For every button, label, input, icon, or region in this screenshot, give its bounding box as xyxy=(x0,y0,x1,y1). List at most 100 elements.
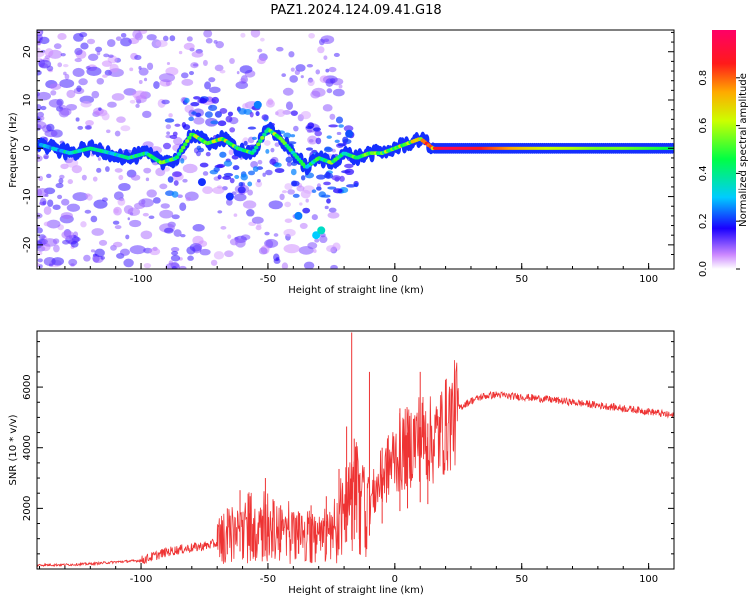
noise-blob xyxy=(108,54,114,58)
noise-blob xyxy=(75,117,80,122)
noise-blob xyxy=(52,204,61,210)
noise-blob xyxy=(188,70,195,76)
noise-blob xyxy=(37,30,42,35)
noise-blob xyxy=(167,176,174,183)
noise-blob xyxy=(168,113,173,118)
noise-blob xyxy=(293,125,299,132)
noise-blob xyxy=(140,230,153,240)
snr-x-label: Height of straight line (km) xyxy=(288,585,424,596)
noise-blob xyxy=(325,78,334,87)
noise-blob xyxy=(186,36,193,42)
noise-blob xyxy=(256,57,266,65)
noise-blob xyxy=(191,111,197,115)
noise-blob xyxy=(296,185,305,192)
noise-blob xyxy=(72,192,89,202)
noise-blob xyxy=(263,140,271,146)
noise-blob xyxy=(240,75,248,84)
noise-blob xyxy=(57,194,63,200)
noise-blob xyxy=(146,189,157,198)
y-tick-label: 10 xyxy=(22,94,33,107)
noise-blob xyxy=(264,231,270,236)
noise-blob xyxy=(184,97,190,104)
noise-blob xyxy=(290,168,297,176)
noise-blob xyxy=(130,174,141,181)
ridge-core xyxy=(256,142,261,147)
noise-blob xyxy=(70,240,79,248)
noise-blob xyxy=(78,78,88,86)
noise-blob xyxy=(299,202,303,206)
noise-blob xyxy=(173,180,179,186)
noise-blob xyxy=(74,58,82,63)
noise-blob xyxy=(92,176,98,182)
noise-blob xyxy=(171,265,177,269)
noise-blob xyxy=(188,116,194,122)
noise-blob xyxy=(80,101,92,108)
noise-blob xyxy=(324,146,332,151)
noise-blob xyxy=(233,213,238,217)
noise-blob xyxy=(123,205,134,214)
noise-blob xyxy=(193,96,201,100)
snr-plot-area xyxy=(37,332,674,568)
colorbar-tick-label: 0.2 xyxy=(698,213,709,229)
noise-blob xyxy=(274,142,280,147)
noise-blob xyxy=(129,99,136,104)
noise-blob xyxy=(72,67,85,77)
noise-blob xyxy=(142,110,152,119)
noise-blob xyxy=(290,134,296,138)
noise-blob xyxy=(60,53,66,57)
y-tick-label: 20 xyxy=(22,45,33,58)
noise-blob xyxy=(314,130,323,137)
noise-blob xyxy=(332,188,343,194)
ridge-core xyxy=(180,145,186,150)
noise-blob xyxy=(302,185,315,194)
noise-blob xyxy=(84,125,92,130)
spectrogram-frame xyxy=(36,29,675,270)
noise-blob xyxy=(159,183,168,190)
noise-blob xyxy=(234,174,240,179)
noise-blob xyxy=(300,175,306,181)
noise-blob xyxy=(305,147,314,151)
noise-blob xyxy=(37,91,51,101)
noise-blob xyxy=(39,197,47,206)
spectrogram-x-label: Height of straight line (km) xyxy=(288,285,424,296)
noise-blob xyxy=(74,47,83,56)
noise-blob xyxy=(326,135,332,139)
noise-blob xyxy=(223,172,234,177)
noise-blob xyxy=(173,229,182,237)
noise-blob xyxy=(284,183,293,191)
noise-blob xyxy=(129,245,146,255)
noise-blob xyxy=(146,34,157,41)
noise-blob xyxy=(183,42,195,51)
noise-blob xyxy=(240,173,248,181)
noise-blob xyxy=(258,247,268,255)
noise-blob xyxy=(273,233,279,237)
noise-blob xyxy=(43,221,51,227)
noise-blob xyxy=(217,120,227,127)
x-tick-label: 100 xyxy=(639,274,658,285)
noise-blob xyxy=(187,255,194,261)
noise-blob xyxy=(114,168,123,173)
noise-blob xyxy=(322,104,333,112)
noise-blob xyxy=(338,84,343,89)
noise-blob xyxy=(182,124,191,130)
noise-blob xyxy=(111,93,125,101)
noise-blob xyxy=(90,215,98,223)
noise-blob xyxy=(60,163,69,170)
noise-blob xyxy=(265,149,270,154)
noise-blob xyxy=(113,208,119,214)
noise-blob xyxy=(118,183,131,191)
noise-blob xyxy=(217,210,223,214)
noise-blob xyxy=(242,103,249,110)
noise-blob xyxy=(264,238,279,248)
noise-blob xyxy=(46,219,61,229)
noise-blob xyxy=(106,39,116,47)
noise-blob xyxy=(61,230,74,240)
noise-blob xyxy=(208,104,218,111)
x-tick-label: 50 xyxy=(515,274,528,285)
noise-blob xyxy=(180,157,185,164)
noise-blob xyxy=(190,62,199,69)
feature-blob xyxy=(197,178,206,187)
noise-blob xyxy=(91,228,104,236)
noise-blob xyxy=(306,63,314,68)
